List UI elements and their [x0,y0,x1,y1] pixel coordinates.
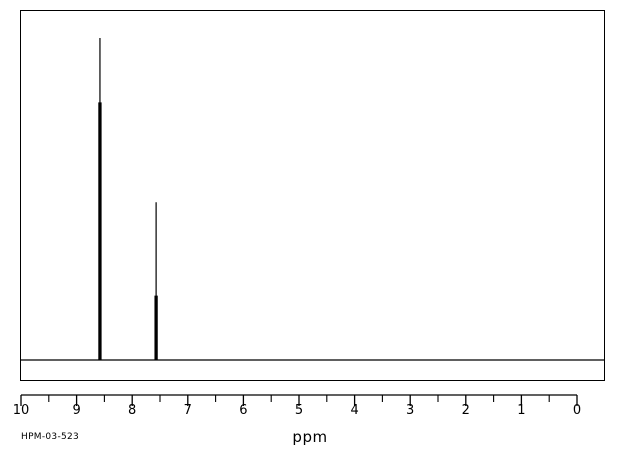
axis-tick-label-7: 7 [183,403,192,418]
axis-structure [20,394,578,406]
spectrum-trace [20,38,605,361]
axis-tick-label-9: 9 [72,403,81,418]
plot-frame [20,10,605,381]
axis-tick-label-4: 4 [350,403,359,418]
sample-label: HPM-03-523 [21,432,80,442]
axis-tick-label-6: 6 [239,403,248,418]
axis-tick-label-2: 2 [461,403,470,418]
spectrum-lines [20,38,605,361]
axis-tick-label-8: 8 [128,403,137,418]
ppm-axis [20,394,578,406]
axis-title-ppm: ppm [292,428,328,446]
axis-tick-label-10: 10 [12,403,30,418]
axis-tick-label-3: 3 [406,403,415,418]
axis-tick-label-5: 5 [294,403,304,418]
axis-tick-label-1: 1 [517,403,526,418]
axis-tick-label-0: 0 [572,403,582,418]
